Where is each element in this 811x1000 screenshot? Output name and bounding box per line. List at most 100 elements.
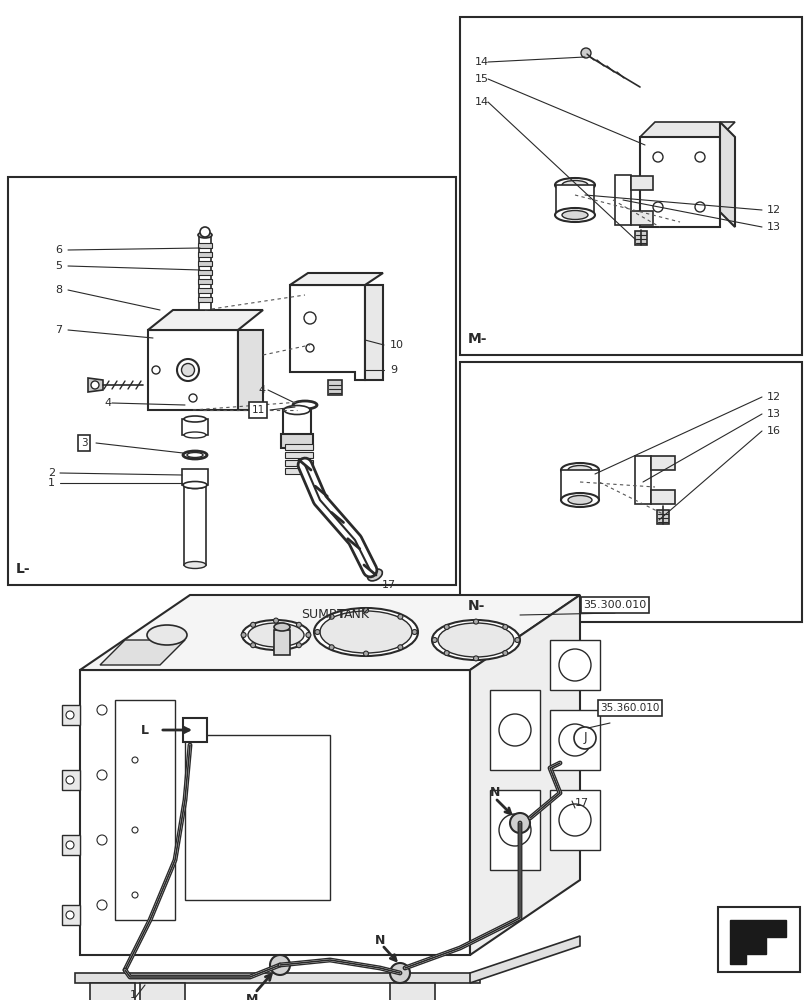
Polygon shape [88,378,103,392]
Circle shape [389,963,410,983]
Bar [198,279,212,284]
Circle shape [397,645,402,650]
Circle shape [251,643,255,648]
Circle shape [502,624,507,629]
Polygon shape [729,920,785,964]
Text: 9: 9 [389,365,397,375]
Bar [62,835,80,855]
Bar [650,456,674,470]
Circle shape [499,814,530,846]
Text: T: T [337,608,345,621]
Bar [198,252,212,257]
Text: N: N [489,786,500,799]
Ellipse shape [284,406,310,414]
Circle shape [91,381,99,389]
Circle shape [306,344,314,352]
Text: ANK: ANK [344,608,370,621]
Bar [630,211,652,225]
Circle shape [315,630,320,634]
Ellipse shape [561,211,587,220]
Text: J: J [582,731,586,744]
Bar [62,705,80,725]
Bar [285,444,312,450]
Ellipse shape [184,401,206,408]
Ellipse shape [242,620,310,650]
Circle shape [97,835,107,845]
Text: L: L [141,723,148,736]
Circle shape [652,152,663,162]
Circle shape [473,619,478,624]
Ellipse shape [273,623,290,631]
Circle shape [296,622,301,627]
Circle shape [514,638,519,642]
Bar [634,456,650,504]
Bar [560,470,599,500]
Bar [460,362,801,622]
Circle shape [328,614,333,619]
Circle shape [303,312,315,324]
Bar [62,905,80,925]
Bar [634,231,646,245]
Circle shape [97,705,107,715]
Bar [62,770,80,790]
Circle shape [431,638,436,642]
Text: 17: 17 [381,580,396,590]
Text: 5: 5 [55,261,62,271]
Ellipse shape [554,178,594,192]
Polygon shape [470,936,579,983]
Text: 4: 4 [104,398,111,408]
Text: 15: 15 [474,74,488,84]
Circle shape [97,770,107,780]
Circle shape [187,722,203,738]
Bar [182,718,207,742]
Text: M: M [246,993,258,1000]
Circle shape [251,622,255,627]
Bar [139,983,185,1000]
Bar [199,235,211,310]
Circle shape [499,714,530,746]
Text: 3: 3 [80,438,88,448]
Text: N-: N- [467,599,485,613]
Bar [185,735,329,900]
Text: 17: 17 [574,798,589,808]
Ellipse shape [554,208,594,222]
Text: 6: 6 [55,245,62,255]
Polygon shape [75,973,479,983]
Bar [90,983,135,1000]
Ellipse shape [184,416,206,422]
Circle shape [694,152,704,162]
Text: 8: 8 [55,285,62,295]
Circle shape [558,804,590,836]
Polygon shape [290,285,365,380]
Circle shape [200,227,210,237]
Text: 13: 13 [766,222,780,232]
Text: 7: 7 [55,325,62,335]
Polygon shape [100,640,185,665]
Circle shape [502,651,507,656]
Polygon shape [148,330,238,410]
Circle shape [694,202,704,212]
Text: L-: L- [16,562,31,576]
Ellipse shape [437,623,513,657]
Text: 16: 16 [766,426,780,436]
Bar [182,419,208,435]
Ellipse shape [293,401,316,409]
Circle shape [397,614,402,619]
Polygon shape [80,595,579,670]
Circle shape [473,656,478,661]
Circle shape [152,366,160,374]
Text: 35.360.010: 35.360.010 [599,703,659,713]
Polygon shape [719,122,734,227]
Ellipse shape [367,569,382,581]
Bar [328,380,341,395]
Bar [460,17,801,355]
Ellipse shape [182,363,195,376]
Circle shape [273,618,278,623]
Text: 4: 4 [258,385,265,395]
Text: 10: 10 [389,340,404,350]
Text: 13: 13 [766,409,780,419]
Circle shape [581,48,590,58]
Bar [656,510,668,524]
Polygon shape [238,330,263,410]
Bar [198,270,212,275]
